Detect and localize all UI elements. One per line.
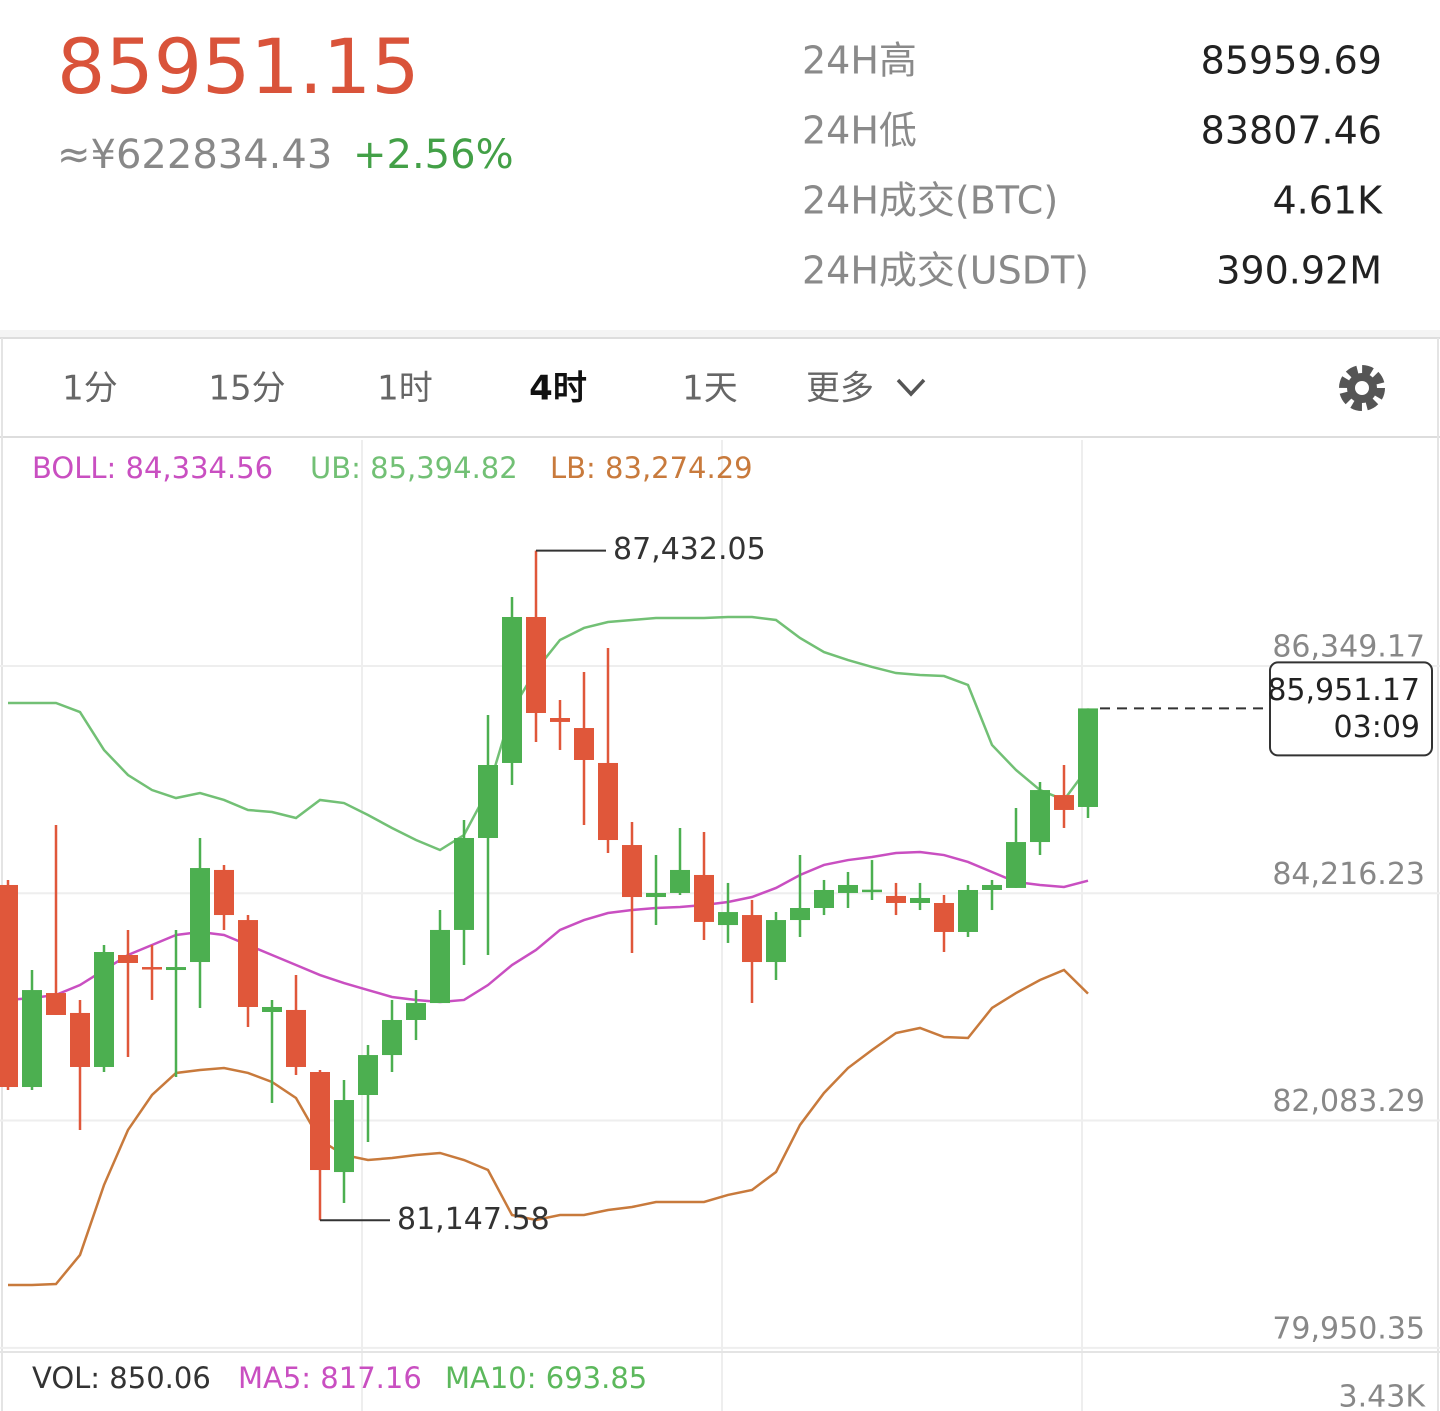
candle-body xyxy=(790,908,810,921)
boll-line xyxy=(8,968,1089,1287)
cny-price: ≈¥622834.43 xyxy=(57,132,332,178)
last-price: 85951.15 xyxy=(57,22,420,111)
candle-body xyxy=(454,837,474,930)
candle-body xyxy=(670,869,690,893)
candle-body xyxy=(478,765,498,838)
candle-body xyxy=(1078,708,1098,807)
candle-body xyxy=(94,952,114,1067)
candle-body xyxy=(262,1006,282,1012)
timeframe-tab[interactable]: 15分 xyxy=(208,369,285,409)
candle-body xyxy=(910,897,930,903)
candle-body xyxy=(982,884,1002,890)
timeframe-tab[interactable]: 1时 xyxy=(377,369,433,409)
candle-body xyxy=(118,954,138,963)
candle-body xyxy=(238,920,258,1007)
last-price-time: 03:09 xyxy=(1334,710,1420,745)
volume-label: VOL: 850.06 xyxy=(32,1361,211,1395)
candle-body xyxy=(574,728,594,760)
stat-value: 390.92M xyxy=(1216,249,1382,293)
candle-body xyxy=(742,915,762,963)
candle-body xyxy=(502,616,522,763)
low-label: 81,147.58 xyxy=(397,1202,550,1237)
candle-body xyxy=(358,1055,378,1096)
candle-body xyxy=(694,874,714,922)
candle-body xyxy=(334,1100,354,1173)
settings-icon[interactable] xyxy=(1339,365,1385,411)
candle-body xyxy=(166,967,186,971)
candle-body xyxy=(1054,795,1074,810)
y-tick-label: 84,216.23 xyxy=(1272,857,1425,892)
indicator-label: UB: 85,394.82 xyxy=(310,451,518,485)
candle-body xyxy=(526,616,546,713)
candle-body xyxy=(934,902,954,932)
stat-label: 24H成交(USDT) xyxy=(802,249,1089,293)
dropdown-chevron[interactable] xyxy=(896,378,926,397)
candle-body xyxy=(646,892,666,898)
candle-body xyxy=(622,845,642,898)
candle-body xyxy=(286,1009,306,1067)
timeframe-tab[interactable]: 1分 xyxy=(62,369,118,409)
candle-body xyxy=(142,967,162,970)
candle-body xyxy=(814,889,834,908)
stat-label: 24H低 xyxy=(802,109,917,153)
high-label: 87,432.05 xyxy=(613,532,766,567)
candle-body xyxy=(46,993,66,1015)
candle-body xyxy=(190,868,210,963)
stat-label: 24H高 xyxy=(802,39,917,83)
volume-tick: 3.43K xyxy=(1339,1380,1427,1411)
candle-body xyxy=(862,889,882,893)
indicator-label: LB: 83,274.29 xyxy=(550,451,753,485)
stat-value: 85959.69 xyxy=(1201,39,1382,83)
indicator-label: BOLL: 84,334.56 xyxy=(32,451,273,485)
candle-body xyxy=(0,884,18,1088)
candle-body xyxy=(550,718,570,722)
stat-value: 83807.46 xyxy=(1201,109,1382,153)
volume-label: MA5: 817.16 xyxy=(238,1361,422,1395)
timeframe-tab[interactable]: 1天 xyxy=(682,369,738,409)
y-tick-label: 82,083.29 xyxy=(1272,1084,1425,1119)
separator xyxy=(0,330,1440,338)
candle-body xyxy=(958,889,978,932)
candle-body xyxy=(1030,790,1050,843)
last-price-tag: 85,951.17 xyxy=(1267,673,1420,708)
candle-body xyxy=(406,1003,426,1020)
y-tick-label: 79,950.35 xyxy=(1272,1311,1425,1346)
timeframe-tab[interactable]: 更多 xyxy=(806,369,874,409)
volume-label: MA10: 693.85 xyxy=(445,1361,647,1395)
change-percent: +2.56% xyxy=(353,132,514,178)
candle-body xyxy=(718,912,738,926)
candle-body xyxy=(310,1071,330,1171)
timeframe-tab[interactable]: 4时 xyxy=(529,369,587,409)
gear-hole xyxy=(1355,381,1369,395)
last-price-box xyxy=(1269,661,1433,757)
boll-line xyxy=(7,850,1089,1004)
candle-body xyxy=(430,929,450,1004)
candle-body xyxy=(1006,842,1026,888)
candle-body xyxy=(886,895,906,903)
y-tick-label: 86,349.17 xyxy=(1272,629,1425,664)
candle-body xyxy=(70,1012,90,1067)
candle-body xyxy=(214,869,234,916)
stat-label: 24H成交(BTC) xyxy=(802,179,1058,223)
candle-body xyxy=(598,762,618,841)
candle-body xyxy=(766,920,786,963)
candle-body xyxy=(22,990,42,1088)
stat-value: 4.61K xyxy=(1272,179,1383,223)
price-sub: ≈¥622834.43 +2.56% xyxy=(57,132,514,178)
boll-line xyxy=(8,615,1090,852)
candle-body xyxy=(382,1019,402,1056)
gear-teeth xyxy=(1339,365,1385,411)
candle-body xyxy=(838,884,858,893)
